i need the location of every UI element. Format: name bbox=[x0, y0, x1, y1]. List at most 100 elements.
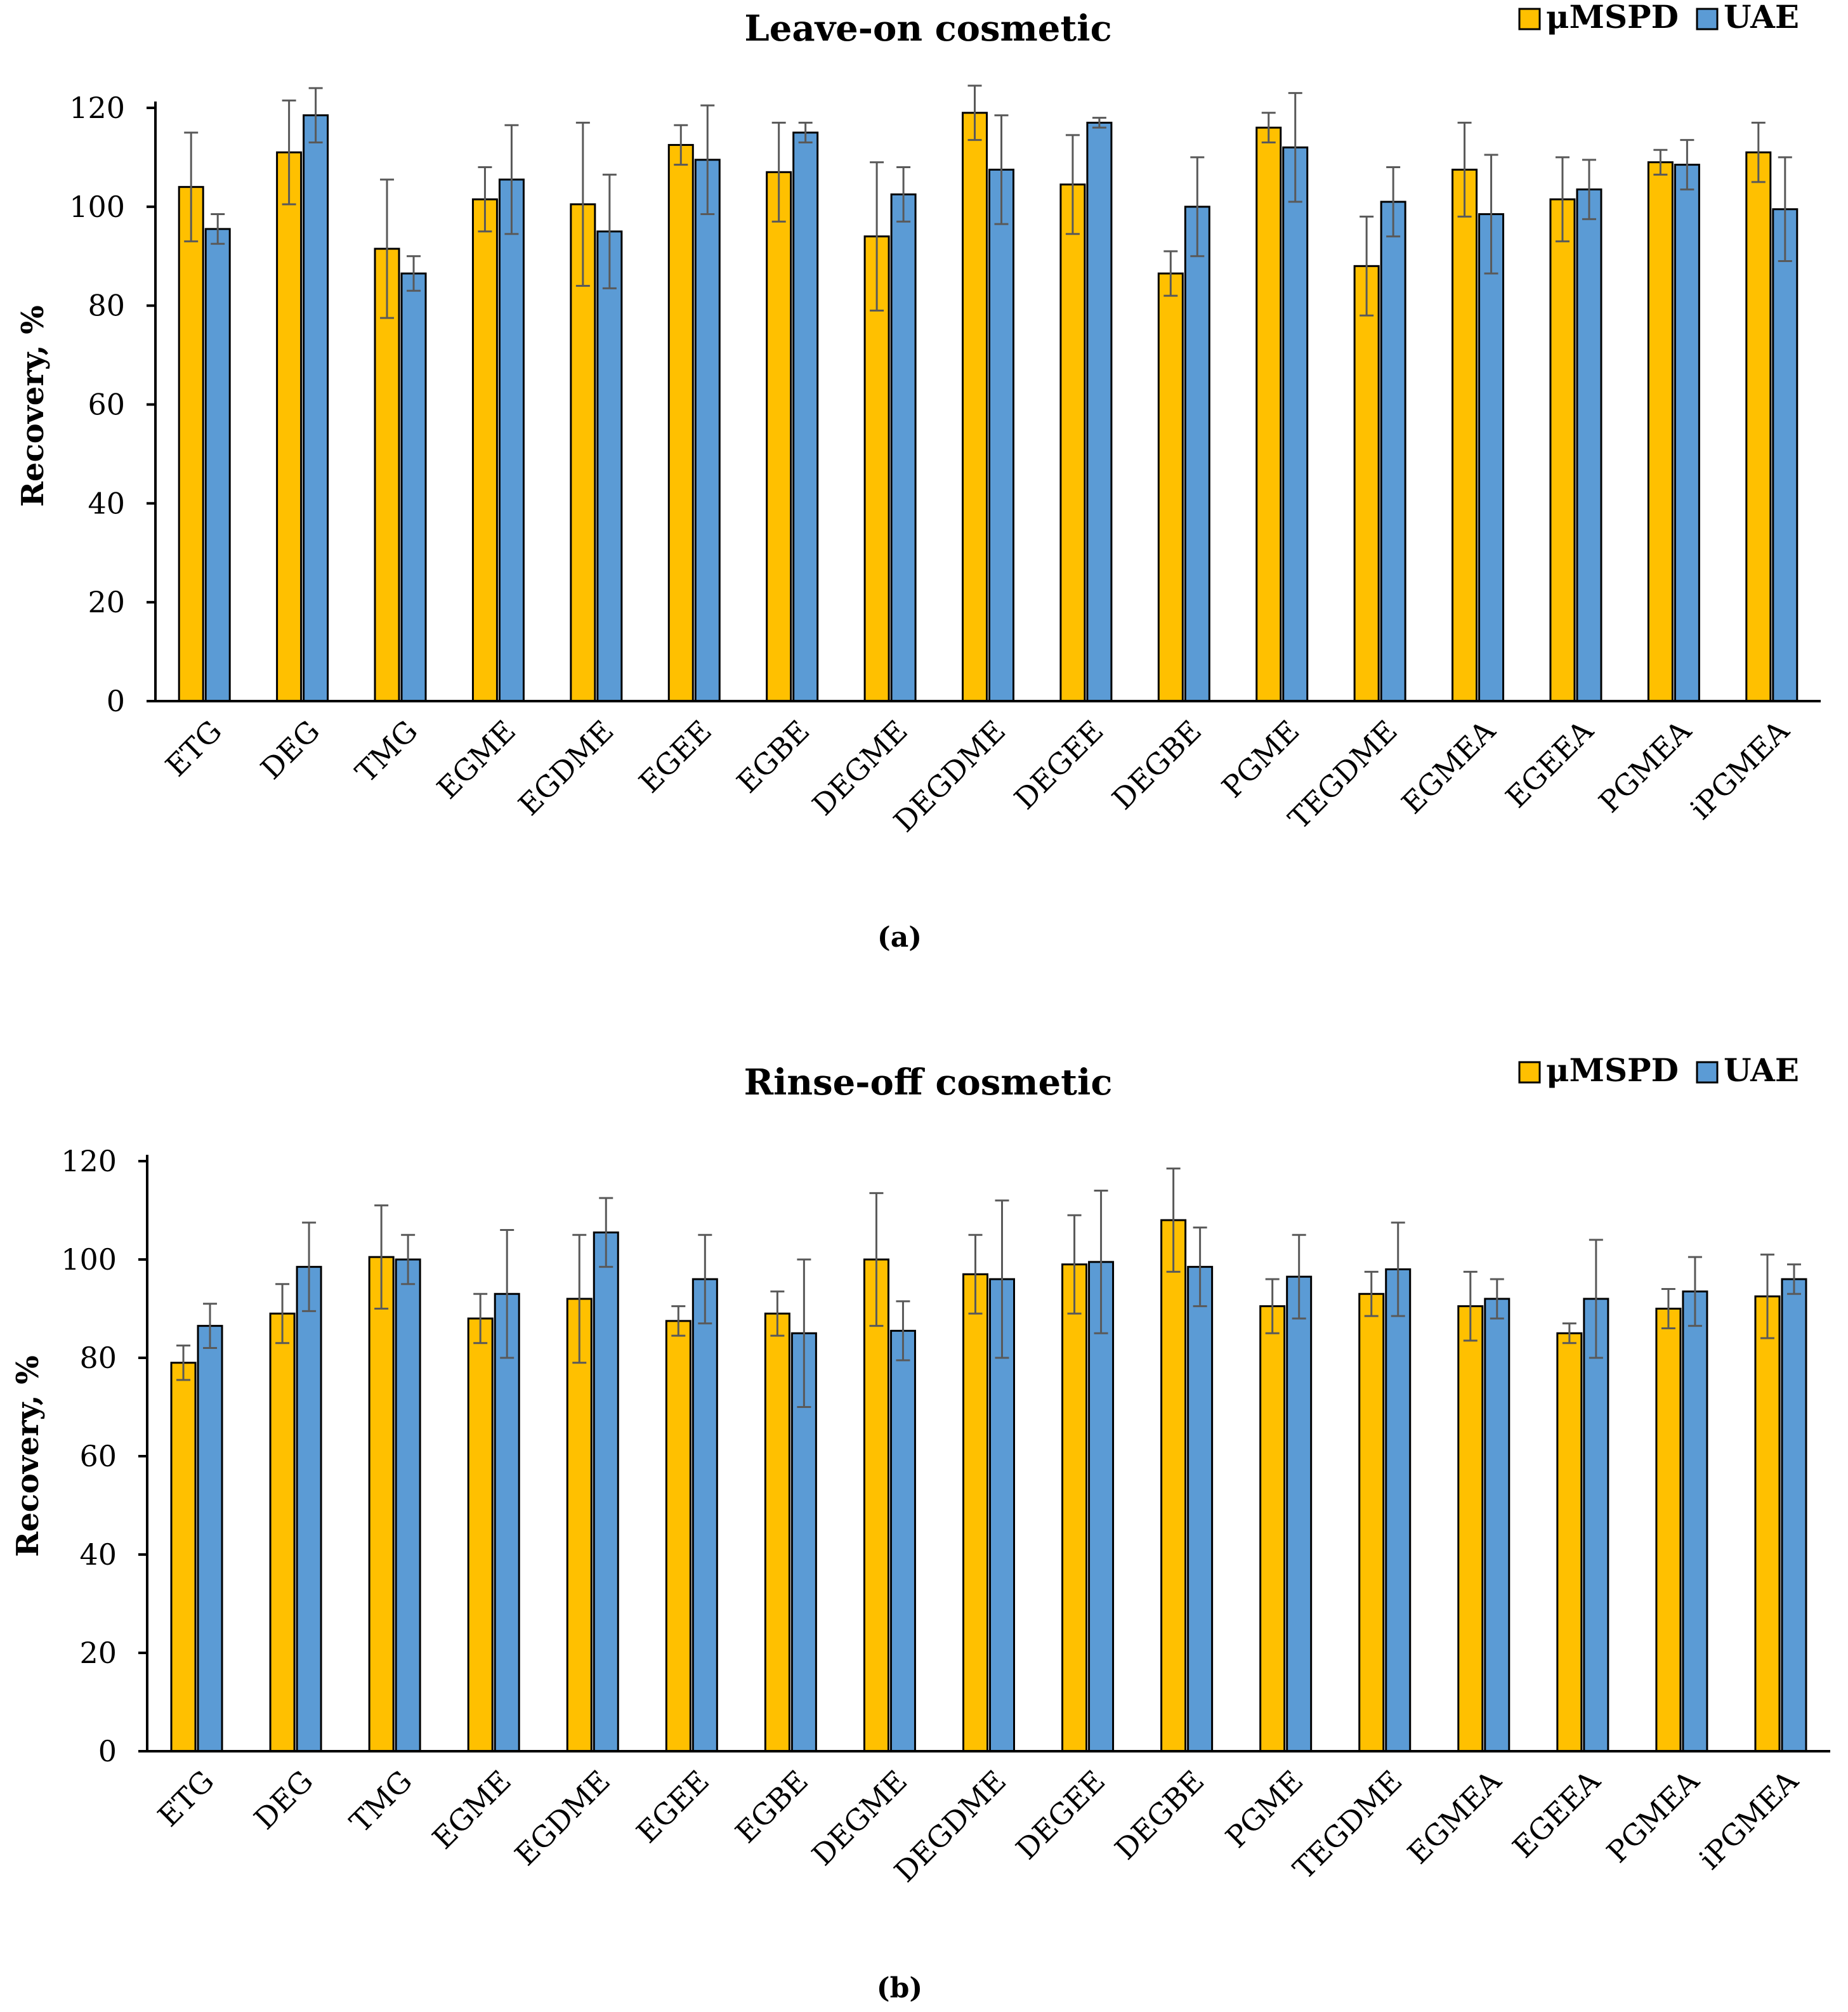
x-tick-label: DEG bbox=[247, 1764, 320, 1836]
bar-mspd-ipgmea bbox=[1754, 1295, 1781, 1752]
bar-mspd-pgmea bbox=[1647, 161, 1674, 702]
bar-mspd-degdme bbox=[962, 112, 988, 702]
legend-swatch-uae bbox=[1696, 1061, 1719, 1084]
bar-mspd-tmg bbox=[368, 1256, 395, 1752]
bar-mspd-egee bbox=[665, 1320, 691, 1752]
x-tick-label: EGEE bbox=[630, 1764, 716, 1850]
y-tick-label: 20 bbox=[79, 1636, 117, 1670]
bar-uae-deg bbox=[296, 1266, 322, 1752]
bar-uae-egdme bbox=[593, 1231, 619, 1752]
x-tick-label: PGME bbox=[1219, 1764, 1309, 1855]
x-tick-label: EGEEA bbox=[1506, 1763, 1607, 1864]
bar-uae-egme bbox=[494, 1292, 520, 1752]
bar-mspd-egbe bbox=[764, 1312, 790, 1752]
bar-mspd-egmea bbox=[1457, 1305, 1484, 1752]
x-tick-label: DEGEE bbox=[1009, 1764, 1111, 1866]
bar-mspd-degdme bbox=[962, 1273, 988, 1752]
bar-mspd-egee bbox=[667, 143, 694, 702]
bar-uae-degee bbox=[1086, 121, 1113, 702]
bar-uae-egbe bbox=[790, 1332, 817, 1752]
bar-mspd-egmea bbox=[1452, 168, 1478, 702]
bar-uae-degee bbox=[1088, 1261, 1115, 1752]
bar-uae-egme bbox=[498, 178, 525, 702]
x-tick-label: DEGEE bbox=[1007, 714, 1110, 816]
x-tick-label: DEG bbox=[254, 714, 326, 786]
bar-uae-tegdme bbox=[1385, 1268, 1412, 1752]
chart-a-caption: (a) bbox=[877, 921, 922, 954]
bar-uae-egeea bbox=[1583, 1298, 1609, 1752]
bar-mspd-ipgmea bbox=[1745, 151, 1772, 702]
bar-uae-ipgmea bbox=[1772, 208, 1799, 702]
bar-uae-egee bbox=[691, 1278, 718, 1752]
x-tick-label: PGME bbox=[1215, 714, 1306, 805]
bar-uae-degbe bbox=[1187, 1266, 1214, 1752]
x-tick-label: EGEE bbox=[632, 714, 718, 799]
x-tick-label: EGMEA bbox=[1395, 713, 1502, 820]
legend-label-uae: UAE bbox=[1724, 0, 1799, 36]
bar-uae-egdme bbox=[596, 230, 623, 702]
x-tick-label: iPGMEA bbox=[1693, 1763, 1805, 1876]
legend-swatch-uae bbox=[1696, 8, 1719, 30]
x-tick-label: EGEEA bbox=[1499, 713, 1600, 814]
bar-mspd-degbe bbox=[1157, 272, 1184, 702]
x-tick-label: EGMEA bbox=[1401, 1763, 1508, 1871]
y-tick-label: 40 bbox=[88, 486, 125, 520]
legend-swatch-mspd bbox=[1518, 8, 1541, 30]
bar-mspd-tegdme bbox=[1353, 265, 1380, 702]
chart-b-title: Rinse-off cosmetic bbox=[744, 1062, 1113, 1103]
bar-uae-tmg bbox=[395, 1258, 421, 1752]
bar-mspd-degbe bbox=[1160, 1219, 1187, 1752]
x-tick-label: ETG bbox=[159, 714, 228, 784]
bar-uae-pgme bbox=[1286, 1275, 1313, 1752]
x-tick-label: DEGBE bbox=[1105, 714, 1208, 817]
x-tick-label: TMG bbox=[343, 1764, 419, 1839]
bar-uae-pgmea bbox=[1682, 1290, 1708, 1752]
bar-uae-pgme bbox=[1282, 146, 1309, 702]
legend-swatch-mspd bbox=[1518, 1061, 1541, 1084]
y-tick-label: 80 bbox=[88, 289, 125, 323]
bar-mspd-deg bbox=[276, 151, 303, 702]
legend-label-uae: UAE bbox=[1724, 1051, 1799, 1089]
chart-a-title: Leave-on cosmetic bbox=[744, 8, 1111, 49]
y-tick-label: 60 bbox=[88, 388, 125, 422]
y-tick-label: 0 bbox=[107, 684, 125, 718]
bar-uae-egee bbox=[694, 159, 721, 702]
bar-uae-tmg bbox=[400, 272, 427, 702]
x-tick-label: PGMEA bbox=[1592, 713, 1698, 819]
bar-uae-degdme bbox=[988, 168, 1014, 702]
y-tick-label: 120 bbox=[69, 91, 125, 125]
x-tick-label: EGME bbox=[430, 714, 522, 806]
bar-mspd-etg bbox=[170, 1362, 197, 1752]
y-tick-label: 100 bbox=[61, 1242, 117, 1277]
chart-b-ylabel: Recovery, % bbox=[10, 1355, 46, 1557]
legend-label-mspd: μMSPD bbox=[1546, 0, 1679, 36]
chart-a-ylabel: Recovery, % bbox=[15, 305, 51, 507]
bar-uae-degbe bbox=[1184, 206, 1210, 702]
bar-mspd-egme bbox=[467, 1317, 494, 1752]
y-tick-label: 120 bbox=[61, 1144, 117, 1178]
bar-uae-tegdme bbox=[1380, 201, 1406, 702]
y-tick-label: 60 bbox=[79, 1439, 117, 1473]
bar-mspd-degee bbox=[1061, 1263, 1088, 1752]
bar-mspd-etg bbox=[178, 186, 204, 702]
x-tick-label: PGMEA bbox=[1600, 1763, 1706, 1869]
bar-mspd-pgmea bbox=[1655, 1308, 1682, 1752]
bar-mspd-degme bbox=[863, 1258, 889, 1752]
bar-uae-egmea bbox=[1478, 213, 1505, 702]
x-tick-label: EGBE bbox=[730, 714, 816, 800]
bar-mspd-pgme bbox=[1255, 126, 1282, 702]
bar-uae-etg bbox=[204, 228, 231, 702]
x-tick-label: TMG bbox=[349, 714, 424, 789]
x-tick-label: DEGBE bbox=[1108, 1764, 1211, 1867]
bar-uae-pgmea bbox=[1674, 164, 1700, 702]
bar-uae-degme bbox=[890, 193, 917, 702]
x-tick-label: EGME bbox=[426, 1764, 518, 1856]
bar-uae-egmea bbox=[1484, 1298, 1511, 1752]
legend-label-mspd: μMSPD bbox=[1546, 1051, 1679, 1089]
x-tick-label: EGDME bbox=[508, 1764, 617, 1872]
x-tick-label: EGDME bbox=[512, 714, 620, 822]
bar-mspd-egdme bbox=[566, 1298, 593, 1752]
bar-uae-egeea bbox=[1576, 188, 1602, 702]
